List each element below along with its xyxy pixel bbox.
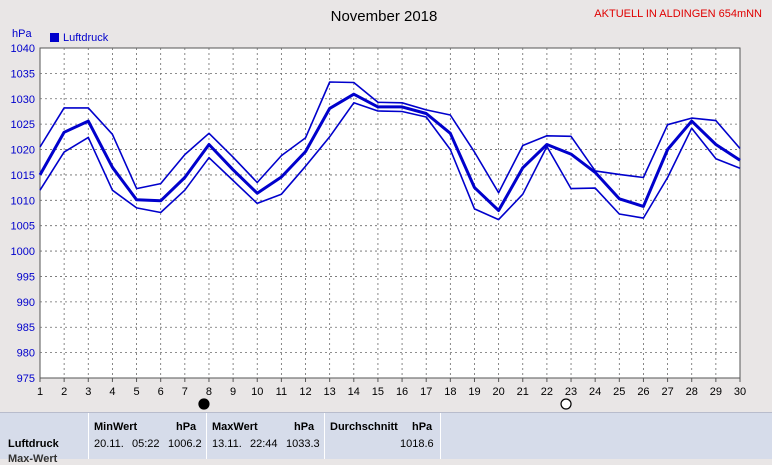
avg-unit: hPa <box>412 421 433 433</box>
column-divider <box>88 413 89 459</box>
full-moon-icon <box>198 398 210 410</box>
series-line-min <box>39 102 741 221</box>
legend-label: Luftdruck <box>63 32 109 44</box>
y-tick-label: 1000 <box>11 246 35 258</box>
min-cell: MinWert hPa 20.11. 05:22 1006.2 <box>88 413 206 459</box>
y-tick-label: 1005 <box>11 221 35 233</box>
x-tick-label: 9 <box>230 386 236 398</box>
x-tick-label: 1 <box>37 386 43 398</box>
max-date: 13.11. <box>212 438 242 450</box>
y-tick-label: 1010 <box>11 195 35 207</box>
avg-cell: Durchschnitt hPa 1018.6 <box>324 413 440 459</box>
min-time: 05:22 <box>132 438 160 450</box>
series-line-max <box>39 81 741 194</box>
max-cell: MaxWert hPa 13.11. 22:44 1033.3 <box>206 413 324 459</box>
y-tick-label: 980 <box>17 348 35 360</box>
y-tick-label: 995 <box>17 271 35 283</box>
x-tick-label: 19 <box>468 386 480 398</box>
column-divider <box>206 413 207 459</box>
x-tick-label: 23 <box>565 386 577 398</box>
min-value: 1006.2 <box>168 438 202 450</box>
max-time: 22:44 <box>250 438 278 450</box>
max-header: MaxWert <box>212 421 258 433</box>
x-tick-label: 13 <box>324 386 336 398</box>
x-tick-label: 12 <box>299 386 311 398</box>
x-tick-label: 4 <box>109 386 115 398</box>
y-axis-ticks: 975 980 985 990 995 1000 1005 1010 1015 1020 1025 1… <box>11 43 35 385</box>
column-divider <box>324 413 325 459</box>
pressure-chart: 975 980 985 990 995 1000 1005 1010 1015 1020 1025 1… <box>11 8 762 410</box>
column-divider <box>440 413 441 459</box>
chart-title: November 2018 <box>331 8 438 25</box>
y-tick-label: 1030 <box>11 94 35 106</box>
x-tick-label: 3 <box>85 386 91 398</box>
x-tick-label: 14 <box>348 386 360 398</box>
moon-markers <box>198 398 572 410</box>
min-header: MinWert <box>94 421 138 433</box>
x-tick-label: 30 <box>734 386 746 398</box>
x-tick-label: 28 <box>686 386 698 398</box>
plot-area <box>39 47 741 379</box>
x-tick-label: 24 <box>589 386 601 398</box>
x-tick-label: 25 <box>613 386 625 398</box>
x-tick-label: 17 <box>420 386 432 398</box>
y-tick-label: 1040 <box>11 43 35 55</box>
x-tick-label: 16 <box>396 386 408 398</box>
x-tick-label: 2 <box>61 386 67 398</box>
y-tick-label: 1025 <box>11 119 35 131</box>
x-tick-label: 5 <box>133 386 139 398</box>
avg-header: Durchschnitt <box>330 421 398 433</box>
x-tick-label: 6 <box>158 386 164 398</box>
legend-swatch <box>50 33 59 42</box>
y-tick-label: 1015 <box>11 170 35 182</box>
x-tick-label: 15 <box>372 386 384 398</box>
x-tick-label: 20 <box>492 386 504 398</box>
y-tick-label: 1035 <box>11 68 35 80</box>
x-tick-label: 18 <box>444 386 456 398</box>
x-tick-label: 22 <box>541 386 553 398</box>
stats-row-label-2: Max-Wert <box>8 453 58 465</box>
stats-table: Luftdruck Max-Wert MinWert hPa 20.11. 05… <box>0 412 772 465</box>
x-tick-label: 29 <box>710 386 722 398</box>
x-tick-label: 7 <box>182 386 188 398</box>
max-unit: hPa <box>294 421 315 433</box>
x-tick-label: 10 <box>251 386 263 398</box>
y-tick-label: 990 <box>17 297 35 309</box>
min-unit: hPa <box>176 421 197 433</box>
x-tick-label: 26 <box>637 386 649 398</box>
max-value: 1033.3 <box>286 438 320 450</box>
x-tick-label: 11 <box>276 386 287 398</box>
y-tick-label: 975 <box>17 373 35 385</box>
stats-row-label: Luftdruck <box>8 438 59 450</box>
y-tick-label: 985 <box>17 322 35 334</box>
location-note: AKTUELL IN ALDINGEN 654mNN <box>594 8 762 20</box>
x-tick-label: 27 <box>661 386 673 398</box>
x-tick-label: 8 <box>206 386 212 398</box>
series-lines <box>38 81 741 221</box>
y-tick-label: 1020 <box>11 145 35 157</box>
series-line-mean <box>38 92 741 212</box>
chart-svg: 9759809859909951000100510101015102010251… <box>11 8 762 410</box>
y-axis-unit: hPa <box>12 28 32 40</box>
x-tick-label: 21 <box>517 386 529 398</box>
min-date: 20.11. <box>94 438 124 450</box>
x-axis-ticks: 1 2 3 4 5 6 7 8 9 10 11 12 13 14 15 16 17 18 19 20 21 22 23 24 2… <box>37 378 746 398</box>
new-moon-icon <box>560 398 572 410</box>
avg-value: 1018.6 <box>400 438 434 450</box>
